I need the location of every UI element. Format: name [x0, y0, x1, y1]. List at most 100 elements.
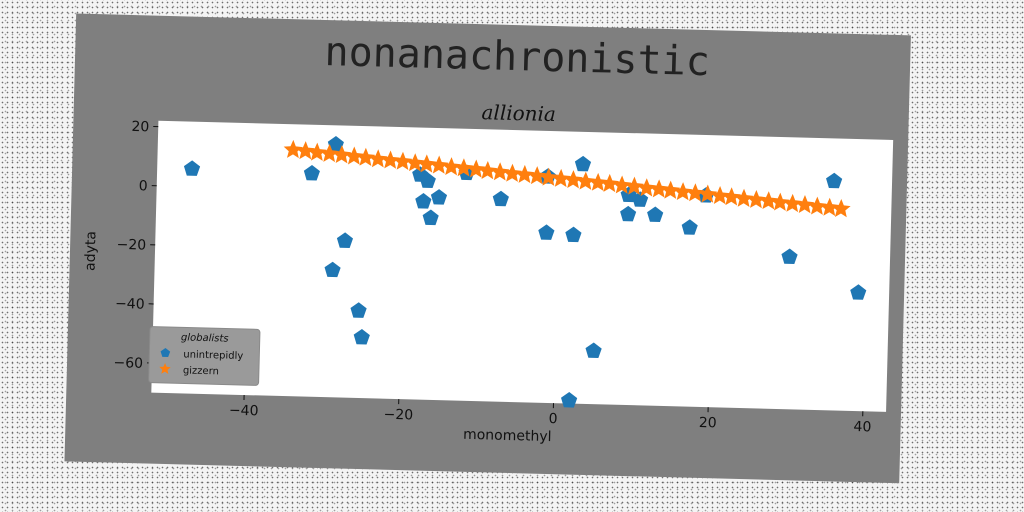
data-point-gizzern [710, 186, 730, 205]
data-point-gizzern [417, 154, 437, 173]
data-point-gizzern [527, 166, 547, 185]
data-point-gizzern [441, 157, 461, 176]
data-point-unintrepidly [324, 261, 341, 278]
data-point-unintrepidly [430, 189, 448, 205]
data-point-gizzern [576, 171, 596, 190]
data-point-gizzern [490, 162, 510, 181]
x-axis-label: monomethyl [463, 427, 552, 445]
legend: globalists unintrepidly gizzern [148, 326, 261, 386]
y-axis-label: adyta [82, 231, 99, 271]
data-point-unintrepidly [850, 284, 867, 300]
data-point-unintrepidly [574, 155, 592, 172]
data-point-gizzern [759, 191, 779, 210]
x-tick-label: 20 [699, 415, 717, 431]
data-point-unintrepidly [336, 232, 354, 248]
data-point-gizzern [624, 176, 644, 195]
chart-subtitle: allionia [481, 100, 556, 126]
y-tick-label: −40 [115, 296, 145, 313]
y-tick-label: 0 [139, 178, 148, 194]
data-point-unintrepidly [415, 193, 432, 209]
data-point-gizzern [380, 150, 400, 169]
data-point-gizzern [600, 173, 620, 193]
data-point-unintrepidly [647, 206, 664, 223]
data-point-gizzern [770, 192, 790, 211]
chart-title: nonanachronistic [324, 29, 710, 85]
series-unintrepidly [183, 136, 867, 408]
data-point-unintrepidly [681, 219, 698, 235]
data-point-gizzern [831, 199, 851, 218]
data-point-gizzern [807, 196, 827, 215]
data-point-unintrepidly [781, 248, 798, 264]
series-layer [183, 136, 867, 408]
data-point-unintrepidly [419, 172, 436, 188]
y-axis-ticks: 20 0 −20 −40 −60 [113, 119, 159, 372]
data-point-gizzern [563, 170, 583, 189]
x-tick-label: 40 [853, 419, 871, 435]
series-gizzern [283, 139, 851, 218]
data-point-gizzern [551, 168, 571, 188]
legend-box [148, 326, 261, 386]
data-point-gizzern [661, 180, 681, 199]
data-point-gizzern [296, 141, 316, 160]
data-point-gizzern [405, 153, 425, 172]
rotated-chart-group: nonanachronistic allionia −40 −20 0 20 40 20… [64, 13, 911, 484]
data-point-gizzern [539, 167, 559, 186]
data-point-gizzern [356, 147, 376, 166]
data-point-unintrepidly [826, 172, 843, 189]
data-point-gizzern [429, 155, 449, 174]
x-tick-label: −40 [229, 403, 259, 420]
data-point-unintrepidly [353, 328, 370, 345]
data-point-unintrepidly [327, 136, 344, 152]
x-axis-ticks: −40 −20 0 20 40 [229, 395, 872, 435]
data-point-gizzern [637, 178, 657, 197]
legend-marker-gizzern [159, 362, 171, 374]
data-point-unintrepidly [585, 342, 602, 358]
data-point-unintrepidly [422, 209, 439, 226]
data-point-gizzern [393, 151, 413, 170]
data-point-unintrepidly [561, 392, 578, 408]
data-point-gizzern [685, 183, 705, 202]
data-point-gizzern [588, 172, 608, 191]
data-point-gizzern [795, 195, 815, 214]
data-point-gizzern [649, 179, 669, 198]
data-point-gizzern [466, 159, 486, 178]
data-point-gizzern [698, 184, 718, 203]
data-point-gizzern [344, 146, 364, 165]
data-point-gizzern [283, 139, 303, 159]
data-point-unintrepidly [632, 191, 649, 207]
data-point-gizzern [332, 145, 352, 164]
data-point-gizzern [368, 149, 388, 168]
legend-items: unintrepidly gizzern [159, 347, 243, 377]
data-point-gizzern [502, 163, 522, 182]
data-point-unintrepidly [183, 160, 201, 176]
data-point-unintrepidly [620, 205, 637, 222]
data-point-unintrepidly [538, 224, 555, 240]
data-point-gizzern [820, 197, 840, 217]
legend-label-unintrepidly: unintrepidly [183, 349, 243, 362]
legend-marker-unintrepidly [160, 347, 171, 358]
data-point-gizzern [307, 142, 327, 161]
y-tick-label: −60 [113, 355, 143, 372]
y-tick-label: 20 [131, 119, 149, 135]
data-point-gizzern [515, 164, 535, 184]
data-point-unintrepidly [303, 165, 320, 181]
data-point-unintrepidly [565, 226, 582, 243]
data-point-gizzern [319, 143, 339, 163]
x-tick-label: 0 [548, 411, 557, 427]
legend-title: globalists [181, 332, 229, 344]
data-point-gizzern [783, 193, 803, 213]
data-point-gizzern [612, 175, 632, 194]
data-point-gizzern [454, 158, 474, 177]
data-point-gizzern [721, 187, 742, 206]
y-tick-label: −20 [116, 237, 146, 254]
legend-label-gizzern: gizzern [183, 365, 219, 377]
x-tick-label: −20 [383, 407, 413, 424]
data-point-gizzern [746, 189, 766, 209]
data-point-gizzern [478, 161, 498, 180]
data-point-unintrepidly [492, 190, 509, 207]
plot-area [151, 120, 894, 412]
data-point-unintrepidly [350, 302, 367, 318]
data-point-gizzern [734, 188, 754, 207]
data-point-gizzern [673, 182, 693, 201]
